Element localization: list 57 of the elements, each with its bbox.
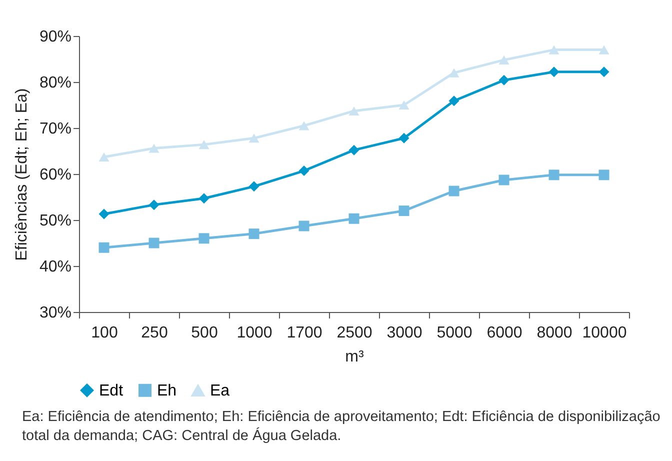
point: [498, 55, 510, 64]
point: [398, 132, 410, 144]
x-axis-title: m³: [345, 348, 364, 366]
point: [498, 74, 510, 86]
point: [548, 66, 560, 78]
point: [448, 96, 460, 106]
point: [348, 213, 360, 224]
point: [348, 106, 360, 116]
x-tick-label: 2500: [336, 324, 372, 342]
point: [248, 228, 260, 240]
y-tick-label: 70%: [39, 120, 72, 138]
x-tick-label: 10000: [582, 324, 627, 342]
x-tick-label: 100: [91, 324, 118, 342]
x-tick-label: 500: [191, 324, 218, 342]
point: [98, 152, 110, 162]
x-tick-label: 8000: [536, 324, 572, 342]
point: [98, 242, 110, 253]
y-tick-label: 60%: [39, 166, 72, 184]
x-tick-label: 3000: [386, 324, 422, 342]
x-tick-label: 1700: [286, 324, 322, 342]
y-tick-label: 50%: [39, 212, 72, 230]
x-tick-label: 1000: [236, 324, 272, 342]
point: [248, 181, 260, 192]
legend-label: Eh: [157, 382, 177, 400]
point: [598, 170, 610, 180]
legend-label: Ea: [210, 382, 230, 400]
point: [148, 144, 160, 153]
point: [548, 170, 560, 180]
x-tick-label: 250: [141, 324, 168, 342]
y-tick-label: 90%: [39, 28, 72, 46]
point: [398, 206, 410, 216]
point: [548, 45, 560, 54]
point: [448, 68, 460, 78]
point: [598, 66, 610, 78]
point: [298, 166, 310, 176]
point: [398, 100, 410, 110]
point: [148, 200, 160, 210]
y-tick-label: 80%: [39, 74, 72, 92]
legend-label: Edt: [99, 382, 124, 400]
point: [198, 233, 210, 244]
point: [448, 186, 460, 196]
point: [498, 174, 510, 186]
point: [298, 220, 310, 232]
y-tick-label: 30%: [39, 304, 72, 322]
y-tick-label: 40%: [39, 258, 72, 276]
point: [148, 238, 160, 248]
y-axis-title: Eficiências (Edt; Eh; Ea): [13, 88, 30, 261]
point: [298, 121, 310, 130]
x-tick-label: 6000: [486, 324, 522, 342]
text: Ea: Eficiência de atendimento; Eh: Eficiência de aproveitamento; Edt: Eficiência de disponibilização total da demanda; CAG: Central de Água Gelada.: [22, 408, 662, 446]
point: [198, 140, 210, 150]
point: [198, 193, 210, 204]
point: [248, 134, 260, 143]
point: [598, 45, 610, 54]
x-tick-label: 5000: [436, 324, 472, 342]
point: [348, 144, 360, 156]
point: [98, 208, 110, 220]
